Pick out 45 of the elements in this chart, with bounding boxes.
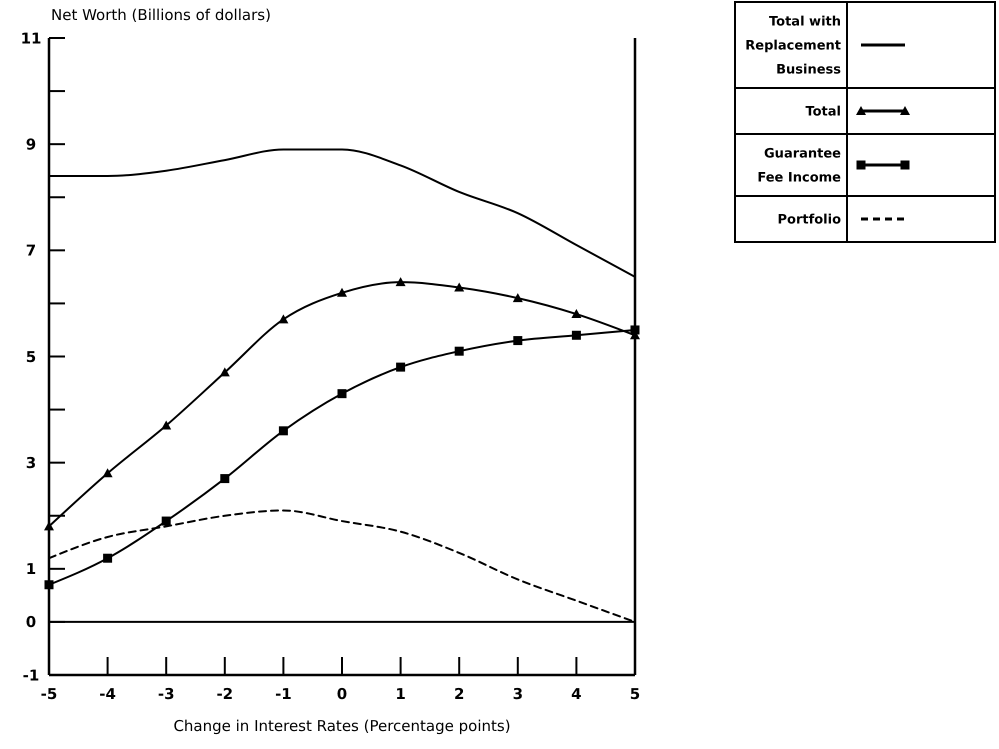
point (44, 580, 54, 590)
point (220, 367, 230, 376)
point (396, 362, 406, 372)
point (278, 314, 288, 324)
x-tick-label: 1 (395, 685, 406, 703)
point (103, 554, 112, 563)
point (161, 420, 172, 430)
x-tick-label: -3 (158, 685, 175, 703)
x-tick-label: 2 (454, 685, 464, 703)
x-tick-label: 3 (512, 685, 524, 703)
y-tick-label: 7 (26, 242, 36, 260)
y-axis-title: Net Worth (Billions of dollars) (51, 6, 271, 24)
legend-label: Guarantee Fee Income (757, 146, 842, 186)
x-tick-label: -5 (40, 685, 58, 703)
point (337, 288, 347, 297)
x-tick-label: 5 (630, 685, 640, 703)
x-tick-label: 0 (336, 685, 348, 703)
point (513, 336, 522, 346)
point (102, 468, 113, 478)
x-tick-label: -2 (216, 685, 234, 703)
x-axis-title: Change in Interest Rates (Percentage points) (173, 717, 511, 735)
point (454, 346, 464, 356)
x-tick-label: 4 (571, 685, 582, 703)
y-tick-label: 5 (26, 348, 36, 366)
x-tick-label: -1 (275, 685, 292, 703)
y-tick-label: 11 (20, 29, 42, 48)
y-tick-label: 9 (26, 135, 36, 154)
y-tick-label: 1 (26, 560, 36, 578)
legend-label: Total with Replacement Business (745, 14, 842, 78)
point (512, 293, 523, 302)
legend-label: Portfolio (777, 212, 842, 228)
point (162, 516, 171, 526)
point (396, 277, 406, 286)
point (572, 330, 581, 340)
x-tick-label: -4 (99, 685, 116, 703)
point (278, 426, 288, 436)
y-tick-label: 0 (26, 613, 36, 632)
point (571, 309, 582, 318)
y-tick-label: -1 (22, 666, 40, 684)
point (338, 389, 346, 398)
point (220, 474, 230, 484)
point (454, 282, 464, 292)
y-tick-label: 3 (26, 454, 36, 472)
legend-label: Total (805, 104, 841, 120)
point (630, 325, 640, 334)
